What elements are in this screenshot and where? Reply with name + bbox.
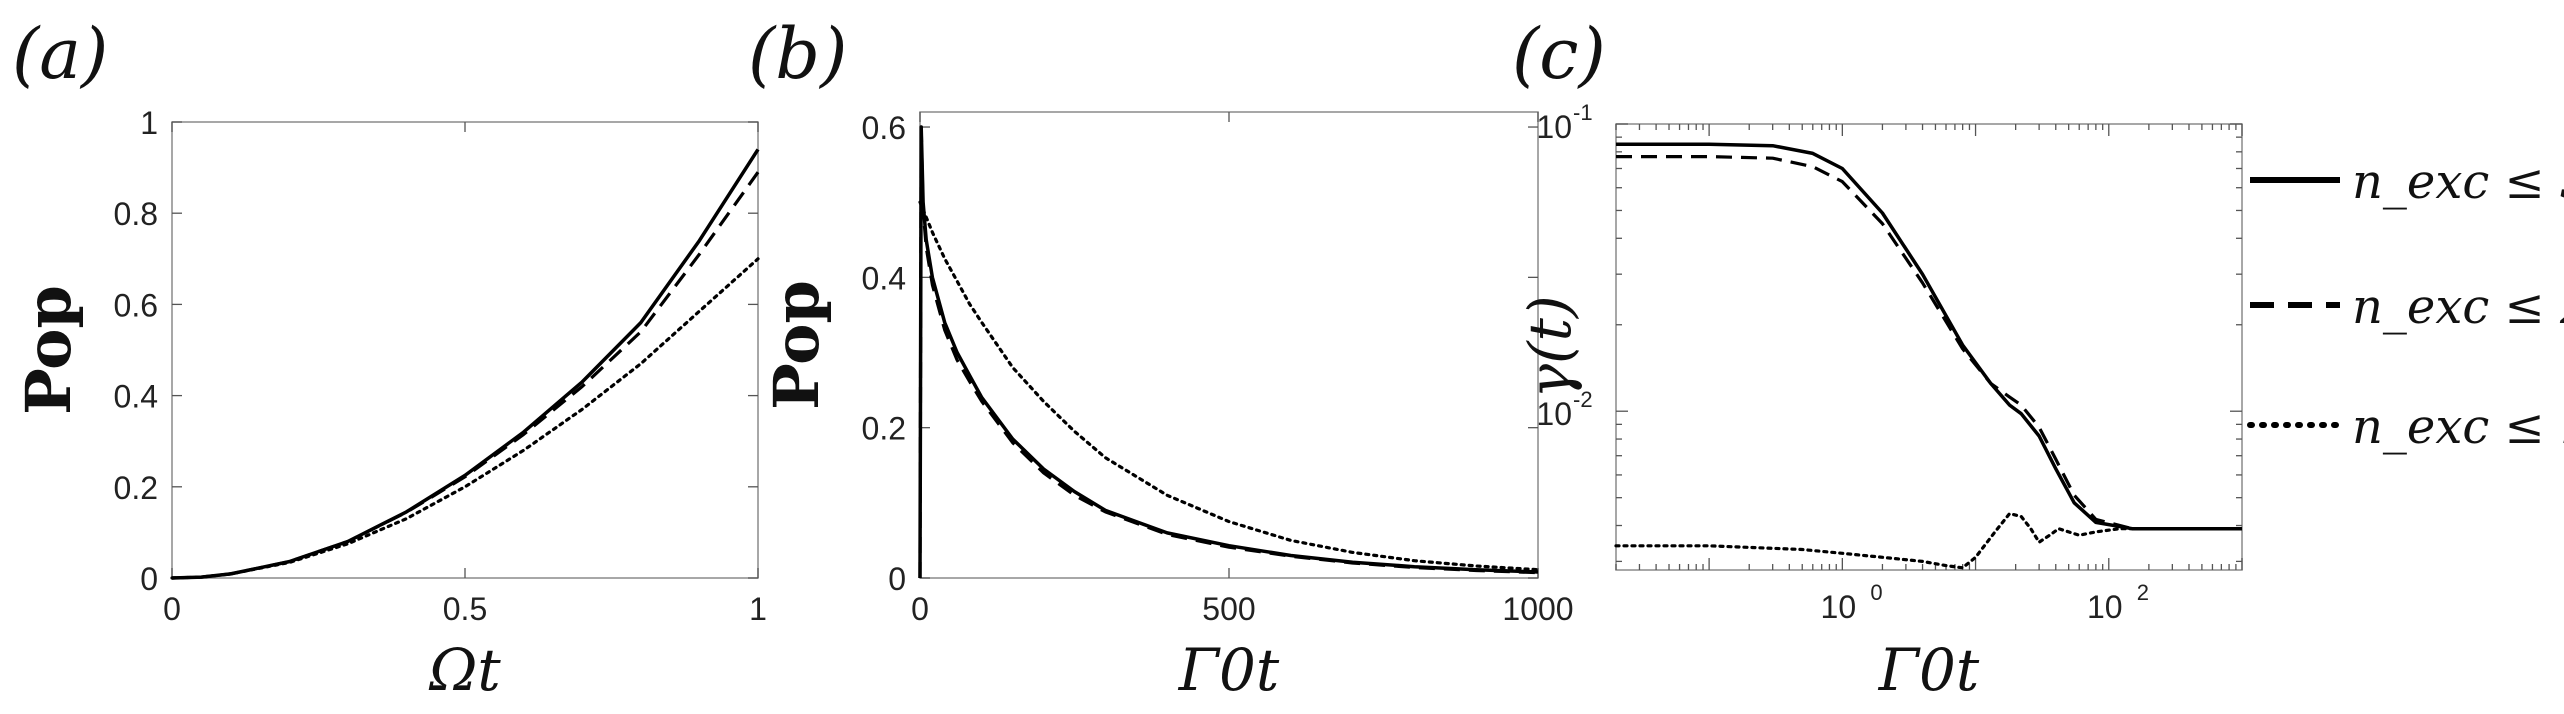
- y-tick-label: 0.8: [114, 196, 158, 232]
- x-tick-label: 10: [2087, 589, 2123, 625]
- panel-label: (c): [1512, 13, 1606, 95]
- x-tick-label: 0: [911, 591, 929, 627]
- plot-frame: [919, 111, 1539, 579]
- x-tick-label: 0: [163, 591, 181, 627]
- legend-entry-label: n_exc ≤ 1: [2352, 399, 2564, 455]
- y-tick-label: 0.6: [114, 287, 158, 323]
- x-tick-label: 0.5: [443, 591, 487, 627]
- x-tick-label: 1: [749, 591, 767, 627]
- y-tick-label: 0: [140, 561, 158, 597]
- series-line-solid: [918, 125, 1539, 579]
- x-tick-label: 1000: [1502, 591, 1573, 627]
- x-tick-label: 10: [1821, 589, 1857, 625]
- series-line-dashed: [918, 125, 1539, 579]
- x-tick-label: 500: [1202, 591, 1255, 627]
- series-line-dashed: [171, 171, 760, 580]
- legend-entry-label: n_exc ≤ 2: [2352, 279, 2564, 335]
- legend: n_exc ≤ 3 n_exc ≤ 2 n_exc ≤ 1: [2247, 154, 2564, 455]
- x-axis-label: Ωt: [428, 636, 501, 704]
- series-line-solid: [171, 148, 760, 580]
- plot-frame: [171, 121, 759, 579]
- panel-label: (a): [12, 13, 108, 95]
- y-tick-label: 0.4: [862, 260, 906, 296]
- panel-label: (b): [748, 13, 847, 95]
- y-tick-label: 0.2: [114, 470, 158, 506]
- legend-entry-label: n_exc ≤ 3: [2352, 154, 2564, 210]
- series-line-dotted: [170, 257, 760, 580]
- series-line-solid: [1616, 142, 2242, 531]
- panel-a: 0 0.5 1 0 0.2 0.4 0.6 0.8 1 (a) Ωt Pop: [12, 13, 767, 704]
- x-tick-label-exponent: 0: [1870, 580, 1882, 605]
- y-tick-label-exponent: -1: [1573, 100, 1593, 125]
- panel-b: 0 500 1000 0 0.2 0.4 0.6 (b) Γ0t Pop: [748, 13, 1574, 704]
- y-tick-label: 0: [888, 561, 906, 597]
- x-axis-label: Γ0t: [1178, 636, 1280, 704]
- y-tick-label: 0.2: [862, 411, 906, 447]
- x-axis-label: Γ0t: [1878, 636, 1980, 704]
- y-tick-label-exponent: -2: [1573, 387, 1593, 412]
- y-tick-label: 0.4: [114, 379, 158, 415]
- series-line-dashed: [1616, 155, 2242, 531]
- series-line-dotted: [1614, 511, 2244, 570]
- y-tick-label: 10: [1536, 109, 1572, 145]
- y-tick-label: 10: [1536, 396, 1572, 432]
- y-axis-label: Pop: [12, 285, 85, 415]
- y-tick-label: 1: [140, 105, 158, 141]
- y-axis-label: Pop: [760, 280, 833, 410]
- series-line-dotted: [918, 200, 1540, 572]
- plot-frame: [1615, 123, 2243, 571]
- x-tick-label-exponent: 2: [2137, 580, 2149, 605]
- y-tick-label: 0.6: [862, 110, 906, 146]
- y-axis-label: γ(t): [1516, 295, 1584, 398]
